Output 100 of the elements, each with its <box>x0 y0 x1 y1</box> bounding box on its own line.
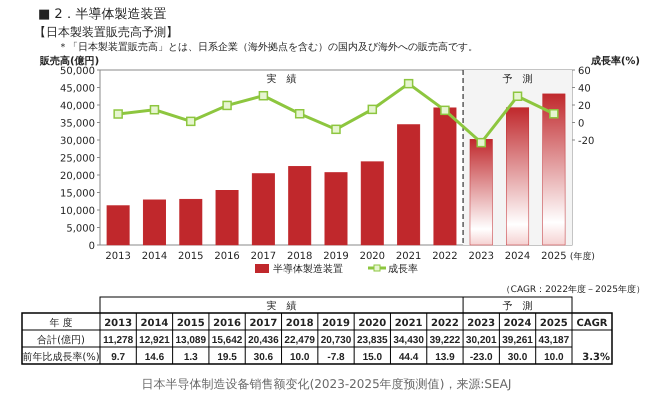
point <box>404 78 414 88</box>
data-label: 22,479 <box>284 335 316 346</box>
data-label: 44.4 <box>398 352 419 363</box>
point <box>150 104 160 114</box>
chart-subtitle: 【日本製装置販売高予測】 <box>34 25 178 39</box>
annotation: 実 績 <box>266 73 297 85</box>
text: CAGR <box>576 318 608 329</box>
chart-title: ■ 2．半導体製造装置 <box>38 7 167 22</box>
bar <box>142 200 166 246</box>
x-tick-label: 2017 <box>250 251 276 262</box>
data-label: 30,201 <box>466 335 497 346</box>
data-label: 23,835 <box>357 335 388 346</box>
data-label: 10.0 <box>544 352 564 363</box>
bar <box>288 166 312 246</box>
x-tick-label: 2014 <box>142 251 168 262</box>
category-label: 2024 <box>504 318 532 329</box>
bar <box>397 124 420 246</box>
category-label: 2014 <box>140 318 168 329</box>
bar <box>433 107 456 246</box>
data-label: 39,261 <box>502 335 534 346</box>
point <box>549 109 559 118</box>
y2-tick-label: 20 <box>578 101 591 112</box>
category-label: 2020 <box>358 318 386 329</box>
bar <box>252 173 275 246</box>
x-tick-label: 2022 <box>432 251 458 262</box>
y-tick-label: 45,000 <box>60 84 95 94</box>
x-tick-label: 2016 <box>214 251 240 262</box>
data-label: 43,187 <box>538 335 570 346</box>
text: 日本半导体制造设备销售额变化(2023-2025年度预测值)，来源:SEAJ <box>142 377 512 391</box>
band-label: 予 測 <box>502 73 533 85</box>
data-label: 30.0 <box>508 352 528 363</box>
y-tick-label: 50,000 <box>60 66 95 77</box>
y-tick-label: 40,000 <box>60 101 95 112</box>
bar <box>106 205 130 246</box>
point <box>368 104 378 114</box>
y-tick-label: 20,000 <box>60 171 95 182</box>
category-label: 2018 <box>286 318 314 329</box>
x-tick-label: 2024 <box>504 251 530 262</box>
data-label: 12,921 <box>139 335 170 346</box>
bar <box>360 161 384 246</box>
x-axis-title: (年度) <box>570 251 595 262</box>
category-label: 2013 <box>104 318 132 329</box>
category-label: 2021 <box>394 318 423 329</box>
data-label: 11,278 <box>103 335 134 346</box>
x-tick-label: 2018 <box>286 251 312 262</box>
y-tick-label: 10,000 <box>60 206 95 217</box>
text: ＊「日本製装置販売高」とは、日系企業（海外拠点を含む）の国内及び海外への販売高です。 <box>58 41 478 53</box>
point <box>440 106 450 116</box>
category-label: 2015 <box>176 318 205 329</box>
bar <box>216 190 239 246</box>
data-label: 20,730 <box>320 335 352 346</box>
x-tick-label: 2019 <box>323 251 349 262</box>
point <box>476 138 486 148</box>
category-label: 2016 <box>213 318 241 329</box>
legend-label: 半導体製造装置 <box>273 263 343 275</box>
category-label: 2025 <box>540 318 568 329</box>
x-tick-label: 2023 <box>468 251 494 262</box>
y-tick-label: 35,000 <box>60 118 95 130</box>
point <box>258 90 268 100</box>
point <box>294 109 304 118</box>
data-label: 13.9 <box>435 352 456 363</box>
point <box>331 124 341 134</box>
data-label: 10.0 <box>290 352 310 363</box>
text: 3.3% <box>582 352 610 363</box>
data-label: 13,089 <box>175 335 206 346</box>
y-axis-title: 販売高(億円) <box>39 55 100 67</box>
y-tick-label: 15,000 <box>60 188 95 200</box>
x-tick-label: 2015 <box>178 251 204 262</box>
y-tick-label: 25,000 <box>60 154 95 164</box>
legend-label: 成長率 <box>388 263 418 275</box>
data-label: 34,430 <box>393 335 424 346</box>
point <box>113 109 123 119</box>
y2-tick-label: -20 <box>578 136 594 147</box>
category-label: 2019 <box>322 318 350 329</box>
x-tick-label: 2021 <box>396 251 422 262</box>
x-tick-label: 2025 <box>541 251 567 262</box>
data-label: 1.3 <box>184 352 198 363</box>
text: （CAGR：2022年度－2025年度） <box>502 284 645 295</box>
point <box>186 116 196 126</box>
text: 年 度 <box>49 317 73 329</box>
data-label: 15.0 <box>362 352 382 363</box>
category-label: 2023 <box>467 318 496 329</box>
point <box>512 92 522 101</box>
data-label: 20,436 <box>248 335 280 346</box>
category-label: 2017 <box>249 318 278 329</box>
data-label: -7.8 <box>327 352 346 363</box>
y2-tick-label: 0 <box>578 118 584 130</box>
data-label: -23.0 <box>470 352 494 363</box>
y2-tick-label: 60 <box>578 66 591 77</box>
data-label: 39,222 <box>430 335 461 346</box>
data-label: 30.6 <box>254 352 274 363</box>
x-tick-label: 2020 <box>360 251 386 262</box>
text: 実 績 <box>266 300 297 312</box>
text: 合計(億円) <box>37 334 85 346</box>
data-label: 15,642 <box>212 335 243 346</box>
category-label: 2022 <box>431 318 459 329</box>
y2-tick-label: 40 <box>578 84 591 94</box>
bar <box>542 94 566 246</box>
data-label: 19.5 <box>217 352 238 363</box>
y-tick-label: 0 <box>88 241 95 252</box>
